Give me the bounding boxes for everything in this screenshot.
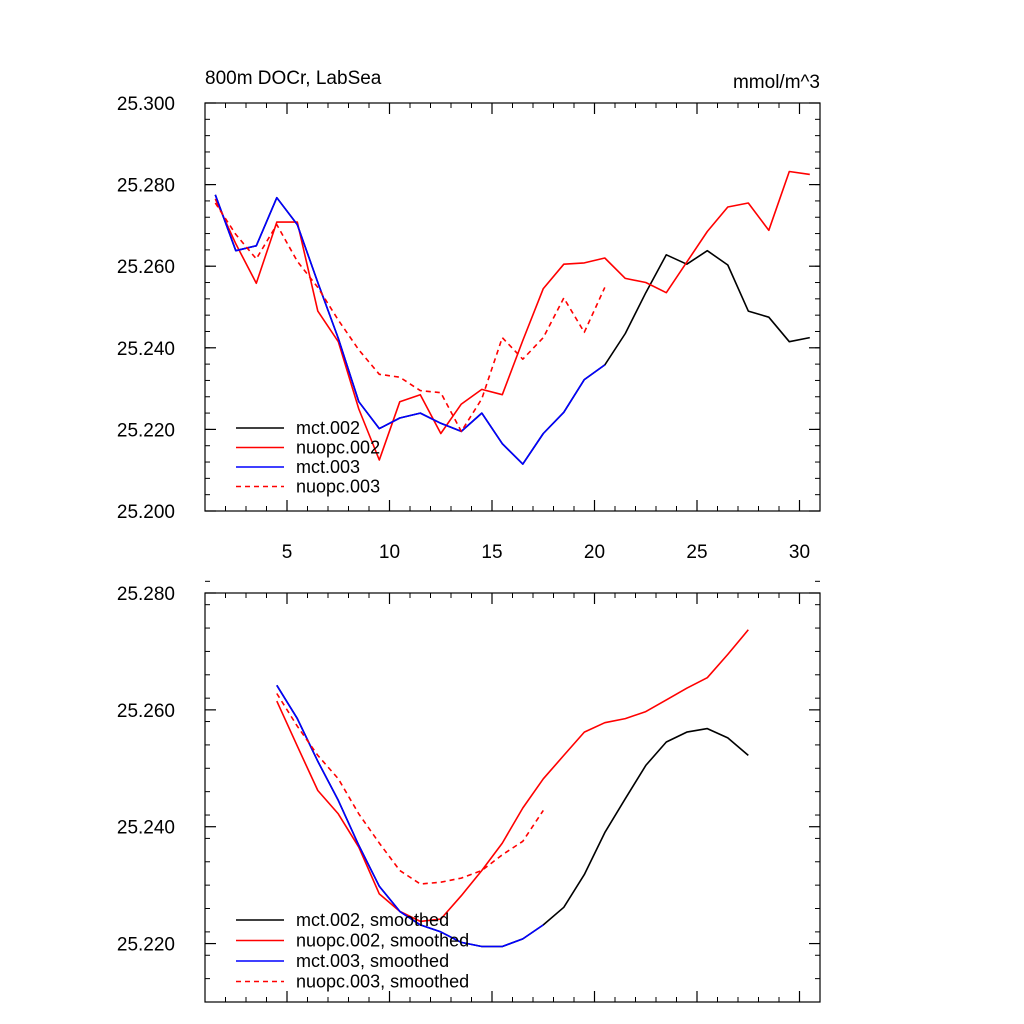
chart-title: 800m DOCr, LabSea (205, 68, 382, 89)
x-tick-label: 20 (584, 542, 605, 563)
y-tick-label: 25.220 (117, 420, 175, 441)
x-tick-label: 25 (686, 542, 707, 563)
series-line-mct-002-smoothed (276, 684, 749, 948)
y-tick-label: 25.260 (117, 701, 175, 722)
series-line-mct-003-smoothed (276, 684, 544, 948)
x-tick-label: 15 (481, 542, 502, 563)
series-line-nuopc-003-smoothed (276, 693, 544, 885)
y-tick-label: 25.300 (117, 94, 175, 115)
legend-label: mct.003 (296, 457, 360, 477)
legend-label: mct.002 (296, 418, 360, 438)
y-tick-label: 25.200 (117, 502, 175, 523)
y-tick-label: 25.260 (117, 257, 175, 278)
series-line-mct-003 (214, 194, 606, 465)
legend-label: mct.003, smoothed (296, 951, 449, 971)
series-line-nuopc-002-smoothed (276, 629, 749, 923)
y-tick-label: 25.220 (117, 935, 175, 956)
x-tick-label: 30 (789, 542, 810, 563)
panel-top: 5 10 15 20 25 30 25.200 25.220 25.240 25.260 25.28… (117, 94, 821, 563)
y-tick-label: 25.280 (117, 176, 175, 197)
series-line-nuopc-002 (214, 170, 810, 461)
legend-label: mct.002, smoothed (296, 910, 449, 930)
y-tick-label: 25.280 (117, 584, 175, 605)
panel-bottom: 25.220 25.240 25.260 25.280 mct.002, smoothe… (117, 580, 821, 1003)
legend-label: nuopc.002, smoothed (296, 931, 469, 951)
units-label: mmol/m^3 (733, 72, 820, 93)
legend-label: nuopc.003 (296, 477, 380, 497)
y-tick-label: 25.240 (117, 339, 175, 360)
y-tick-label: 25.240 (117, 818, 175, 839)
series-line-nuopc-003 (214, 202, 606, 433)
legend-label: nuopc.003, smoothed (296, 972, 469, 992)
legend-label: nuopc.002 (296, 438, 380, 458)
x-tick-label: 5 (282, 542, 293, 563)
x-tick-label: 10 (379, 542, 400, 563)
